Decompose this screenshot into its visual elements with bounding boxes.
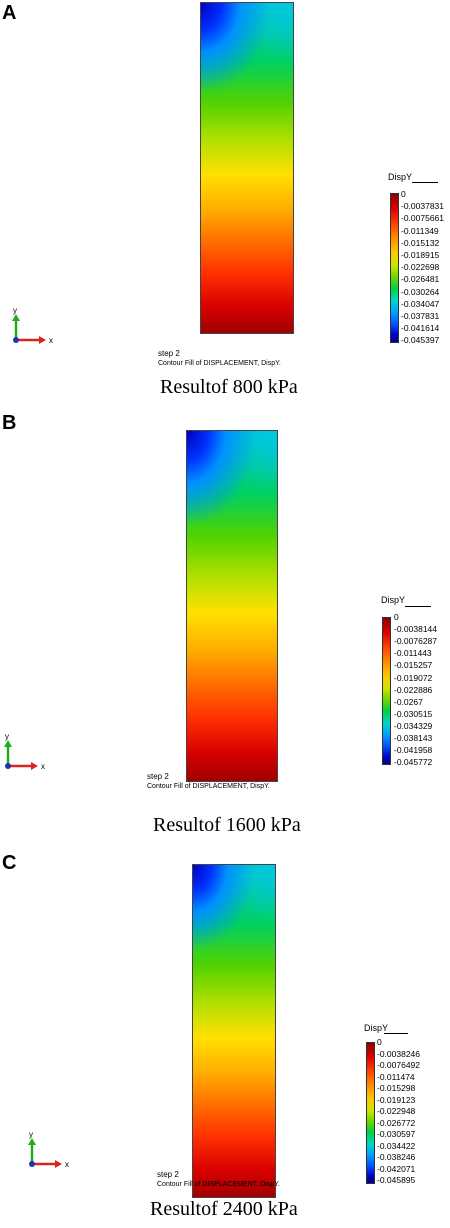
step-label: step 2 xyxy=(158,349,180,358)
legend-value: -0.0267 xyxy=(394,696,423,707)
legend-value: -0.0076287 xyxy=(394,636,438,647)
legend-value: -0.038143 xyxy=(394,733,433,743)
legend-title: DispY xyxy=(388,172,413,182)
legend-value: -0.022948 xyxy=(377,1106,416,1116)
legend-value: -0.011474 xyxy=(377,1071,415,1082)
axis-triad-icon: y x xyxy=(12,306,53,345)
axis-triad-icon: y x xyxy=(4,732,45,771)
legend-value: -0.011443 xyxy=(394,648,432,659)
legend-value: -0.038246 xyxy=(377,1152,416,1162)
legend-value: -0.045772 xyxy=(394,757,433,768)
legend-value: -0.015257 xyxy=(394,660,433,671)
legend-value: -0.019123 xyxy=(377,1094,416,1105)
legend-title-underline xyxy=(384,1033,408,1034)
legend-value: -0.045397 xyxy=(401,335,440,346)
legend-value: -0.0038246 xyxy=(377,1048,421,1059)
legend-value: -0.041958 xyxy=(394,745,433,756)
legend-value: -0.030597 xyxy=(377,1129,416,1139)
legend-value: -0.018915 xyxy=(401,250,440,260)
legend-value: -0.030264 xyxy=(401,286,440,297)
legend-value: -0.042071 xyxy=(377,1163,416,1174)
legend-value: 0 xyxy=(377,1037,382,1047)
legend-value: -0.026772 xyxy=(377,1117,416,1128)
axis-x-label: x xyxy=(65,1160,69,1169)
legend-value: -0.015298 xyxy=(377,1083,416,1093)
legend-value: -0.015132 xyxy=(401,237,440,248)
legend-title: DispY xyxy=(381,595,406,605)
legend-value: -0.026481 xyxy=(401,274,440,285)
legend-value: -0.034047 xyxy=(401,298,440,309)
legend-value: -0.0038144 xyxy=(394,624,438,635)
legend-value: -0.034329 xyxy=(394,720,433,731)
legend-value: -0.022886 xyxy=(394,684,433,695)
panel-letter: A xyxy=(2,2,17,24)
legend-value: 0 xyxy=(401,189,406,199)
panel-c: C DispY 0 -0.0038246 -0.0076492 -0.01147… xyxy=(0,850,450,1228)
step-label: step 2 xyxy=(157,1170,179,1179)
legend-color-bar xyxy=(382,617,391,765)
axis-y-label: y xyxy=(5,732,9,741)
legend-value: -0.045895 xyxy=(377,1175,416,1185)
legend-value: -0.019072 xyxy=(394,672,433,683)
panel-letter: C xyxy=(2,852,17,874)
legend-color-bar xyxy=(390,193,399,343)
legend-value: -0.030515 xyxy=(394,708,433,719)
legend-value: -0.011349 xyxy=(401,225,439,236)
axis-x-label: x xyxy=(41,762,45,771)
legend-value: 0 xyxy=(394,612,399,622)
panel-b: B DispY 0 -0.0038144 -0.0076287 -0.01144… xyxy=(0,410,450,840)
legend-value: -0.034422 xyxy=(377,1140,416,1151)
legend-value: -0.0076492 xyxy=(377,1060,421,1070)
axis-x-label: x xyxy=(49,336,53,345)
panel-caption: Resultof 1600 kPa xyxy=(153,814,301,836)
legend-color-bar xyxy=(366,1042,375,1184)
axis-y-label: y xyxy=(13,306,17,315)
legend-title-underline xyxy=(412,182,438,183)
legend-value: -0.0037831 xyxy=(401,201,445,212)
legend-title-underline xyxy=(405,606,431,607)
axis-triad-icon: y x xyxy=(28,1130,69,1169)
displacement-contour xyxy=(200,2,294,334)
axis-y-label: y xyxy=(29,1130,33,1139)
legend-value: -0.041614 xyxy=(401,323,440,334)
contour-fill-label: Contour Fill of DISPLACEMENT, DispY. xyxy=(157,1181,280,1188)
step-label: step 2 xyxy=(147,772,169,781)
contour-fill-label: Contour Fill of DISPLACEMENT, DispY. xyxy=(147,783,270,790)
displacement-contour xyxy=(186,430,278,782)
panel-letter: B xyxy=(2,412,17,434)
displacement-contour xyxy=(192,864,276,1198)
contour-fill-label: Contour Fill of DISPLACEMENT, DispY. xyxy=(158,360,281,367)
legend-value: -0.022698 xyxy=(401,262,440,273)
panel-a: A DispY 0 -0.0037831 -0.0075661 -0.01134… xyxy=(0,0,450,410)
legend-title: DispY xyxy=(364,1023,389,1033)
panel-caption: Resultof 800 kPa xyxy=(160,376,298,398)
legend-value: -0.0075661 xyxy=(401,213,445,224)
legend-value: -0.037831 xyxy=(401,311,440,321)
panel-caption: Resultof 2400 kPa xyxy=(150,1198,298,1220)
